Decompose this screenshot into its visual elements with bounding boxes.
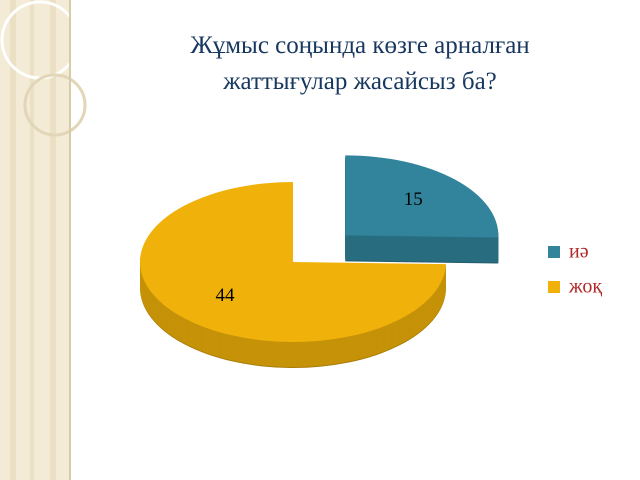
legend-label: жоқ	[568, 276, 602, 298]
value-label: 44	[216, 285, 236, 306]
legend: иә жоқ	[548, 241, 602, 298]
legend-swatch	[548, 246, 560, 258]
slice	[140, 182, 446, 343]
slice-group: 15	[345, 155, 499, 264]
chart-title: Жұмыс соңында көзге арналған жаттығулар …	[190, 32, 530, 95]
legend-swatch	[548, 281, 560, 293]
side-decoration	[0, 0, 87, 480]
value-label: 15	[404, 189, 423, 210]
slice-group: 44	[139, 182, 446, 368]
legend-label: иә	[569, 241, 589, 263]
slice	[345, 155, 499, 238]
